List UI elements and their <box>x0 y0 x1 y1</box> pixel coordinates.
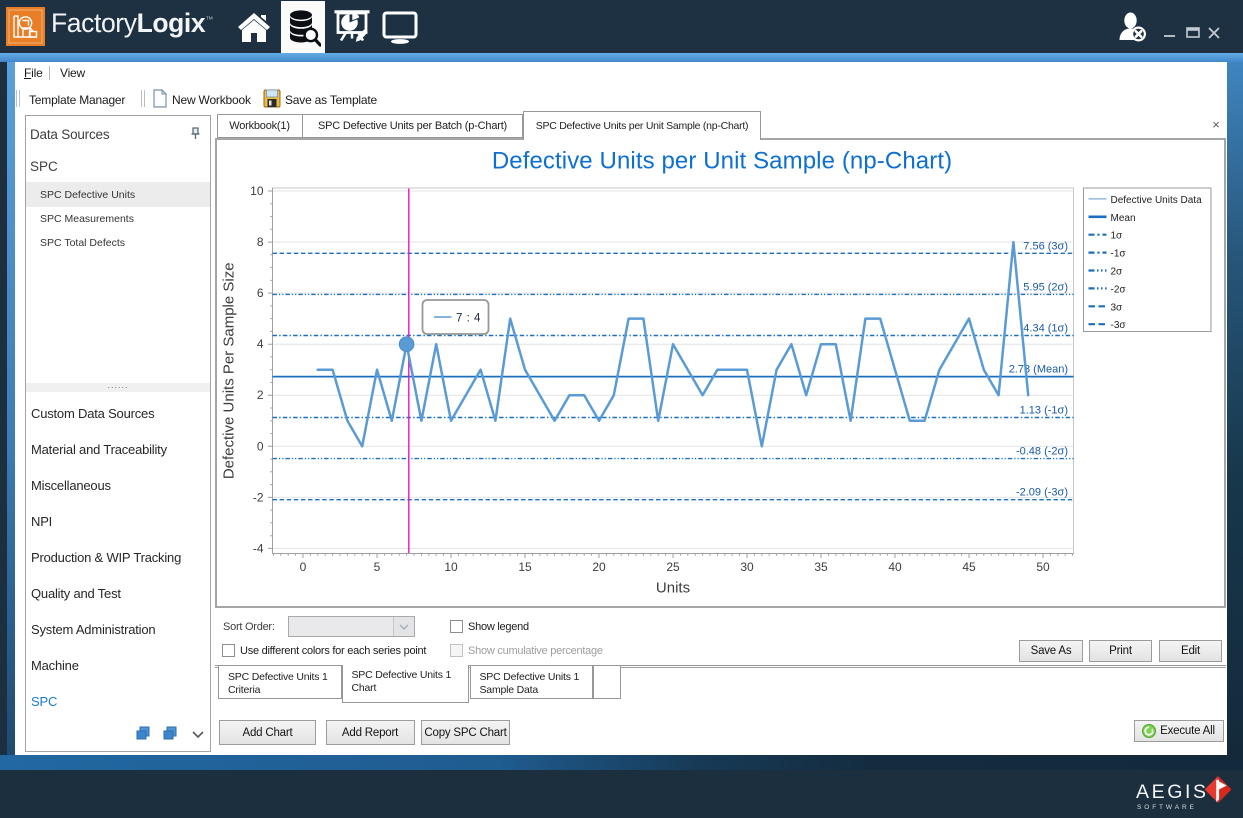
svg-text:-3σ: -3σ <box>1111 320 1127 331</box>
svg-text:1σ: 1σ <box>1111 230 1124 241</box>
svg-text:0: 0 <box>300 560 307 574</box>
svg-text:Defective Units Data: Defective Units Data <box>1111 194 1203 205</box>
svg-text:Mean: Mean <box>1111 212 1136 223</box>
svg-text:-1σ: -1σ <box>1111 248 1127 259</box>
svg-text:2: 2 <box>257 388 264 402</box>
svg-text:3σ: 3σ <box>1111 302 1124 313</box>
svg-text:25: 25 <box>666 560 680 574</box>
svg-text:10: 10 <box>250 184 264 198</box>
svg-text:2.73 (Mean): 2.73 (Mean) <box>1009 363 1068 375</box>
svg-text:0: 0 <box>257 439 264 453</box>
svg-text:4: 4 <box>257 337 264 351</box>
svg-text:-2: -2 <box>253 490 264 504</box>
svg-text:20: 20 <box>592 560 606 574</box>
svg-text:5: 5 <box>374 560 381 574</box>
svg-text:30: 30 <box>740 560 754 574</box>
svg-text:40: 40 <box>888 560 902 574</box>
svg-text:45: 45 <box>962 560 976 574</box>
svg-text:8: 8 <box>257 235 264 249</box>
svg-text:-2.09 (-3σ): -2.09 (-3σ) <box>1016 486 1068 498</box>
svg-text:5.95 (2σ): 5.95 (2σ) <box>1023 281 1068 293</box>
svg-text:15: 15 <box>518 560 532 574</box>
svg-text:7.56 (3σ): 7.56 (3σ) <box>1023 240 1068 252</box>
svg-text:6: 6 <box>257 286 264 300</box>
svg-text:Defective Units Per Sample Siz: Defective Units Per Sample Size <box>221 262 238 479</box>
svg-text:35: 35 <box>814 560 828 574</box>
svg-text:10: 10 <box>444 560 458 574</box>
svg-text:1.13 (-1σ): 1.13 (-1σ) <box>1020 404 1068 416</box>
svg-text:Defective Units per Unit Sampl: Defective Units per Unit Sample (np-Char… <box>492 147 952 174</box>
svg-text:2σ: 2σ <box>1111 266 1124 277</box>
svg-text:4.34 (1σ): 4.34 (1σ) <box>1023 322 1068 334</box>
svg-text:-0.48 (-2σ): -0.48 (-2σ) <box>1016 445 1068 457</box>
svg-text:7 : 4: 7 : 4 <box>456 312 481 324</box>
svg-text:50: 50 <box>1036 560 1050 574</box>
svg-text:Units: Units <box>656 579 690 596</box>
svg-text:-4: -4 <box>253 541 264 555</box>
svg-text:-2σ: -2σ <box>1111 284 1127 295</box>
